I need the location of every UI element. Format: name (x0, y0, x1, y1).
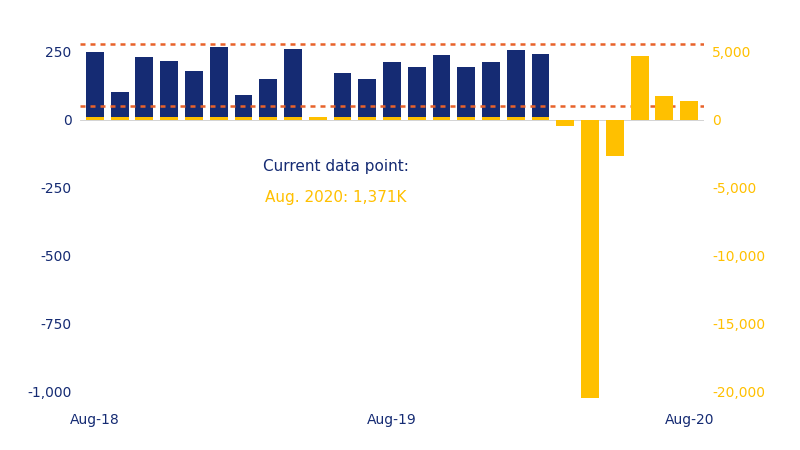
Bar (358, 117, 376, 120)
Bar (309, 119, 326, 120)
Bar (655, 96, 674, 120)
Bar (433, 117, 450, 120)
Bar (86, 52, 104, 120)
Bar (210, 47, 227, 120)
Bar (383, 117, 401, 120)
Bar (284, 117, 302, 120)
Bar (532, 117, 550, 120)
Bar (606, 120, 624, 156)
Bar (110, 117, 129, 120)
Bar (557, 120, 574, 126)
Bar (458, 117, 475, 120)
Bar (234, 95, 252, 120)
Bar (259, 79, 277, 120)
Bar (532, 54, 550, 120)
Bar (210, 117, 227, 120)
Bar (482, 117, 500, 120)
Bar (458, 67, 475, 120)
Bar (259, 117, 277, 120)
Bar (110, 92, 129, 120)
Bar (160, 61, 178, 120)
Bar (284, 49, 302, 120)
Bar (86, 117, 104, 120)
Bar (408, 117, 426, 120)
Text: Aug. 2020: 1,371K: Aug. 2020: 1,371K (266, 190, 406, 206)
Bar (334, 73, 351, 120)
Bar (334, 117, 351, 120)
Bar (309, 117, 326, 120)
Bar (358, 79, 376, 120)
Bar (135, 117, 154, 120)
Bar (482, 62, 500, 120)
Text: Current data point:: Current data point: (263, 159, 409, 174)
Bar (234, 117, 252, 120)
Bar (507, 117, 525, 120)
Bar (185, 117, 203, 120)
Bar (507, 50, 525, 120)
Bar (160, 117, 178, 120)
Bar (630, 56, 649, 120)
Bar (433, 55, 450, 120)
Bar (135, 57, 154, 120)
Bar (680, 101, 698, 120)
Bar (408, 67, 426, 120)
Bar (581, 120, 599, 398)
Bar (185, 71, 203, 120)
Bar (383, 63, 401, 120)
